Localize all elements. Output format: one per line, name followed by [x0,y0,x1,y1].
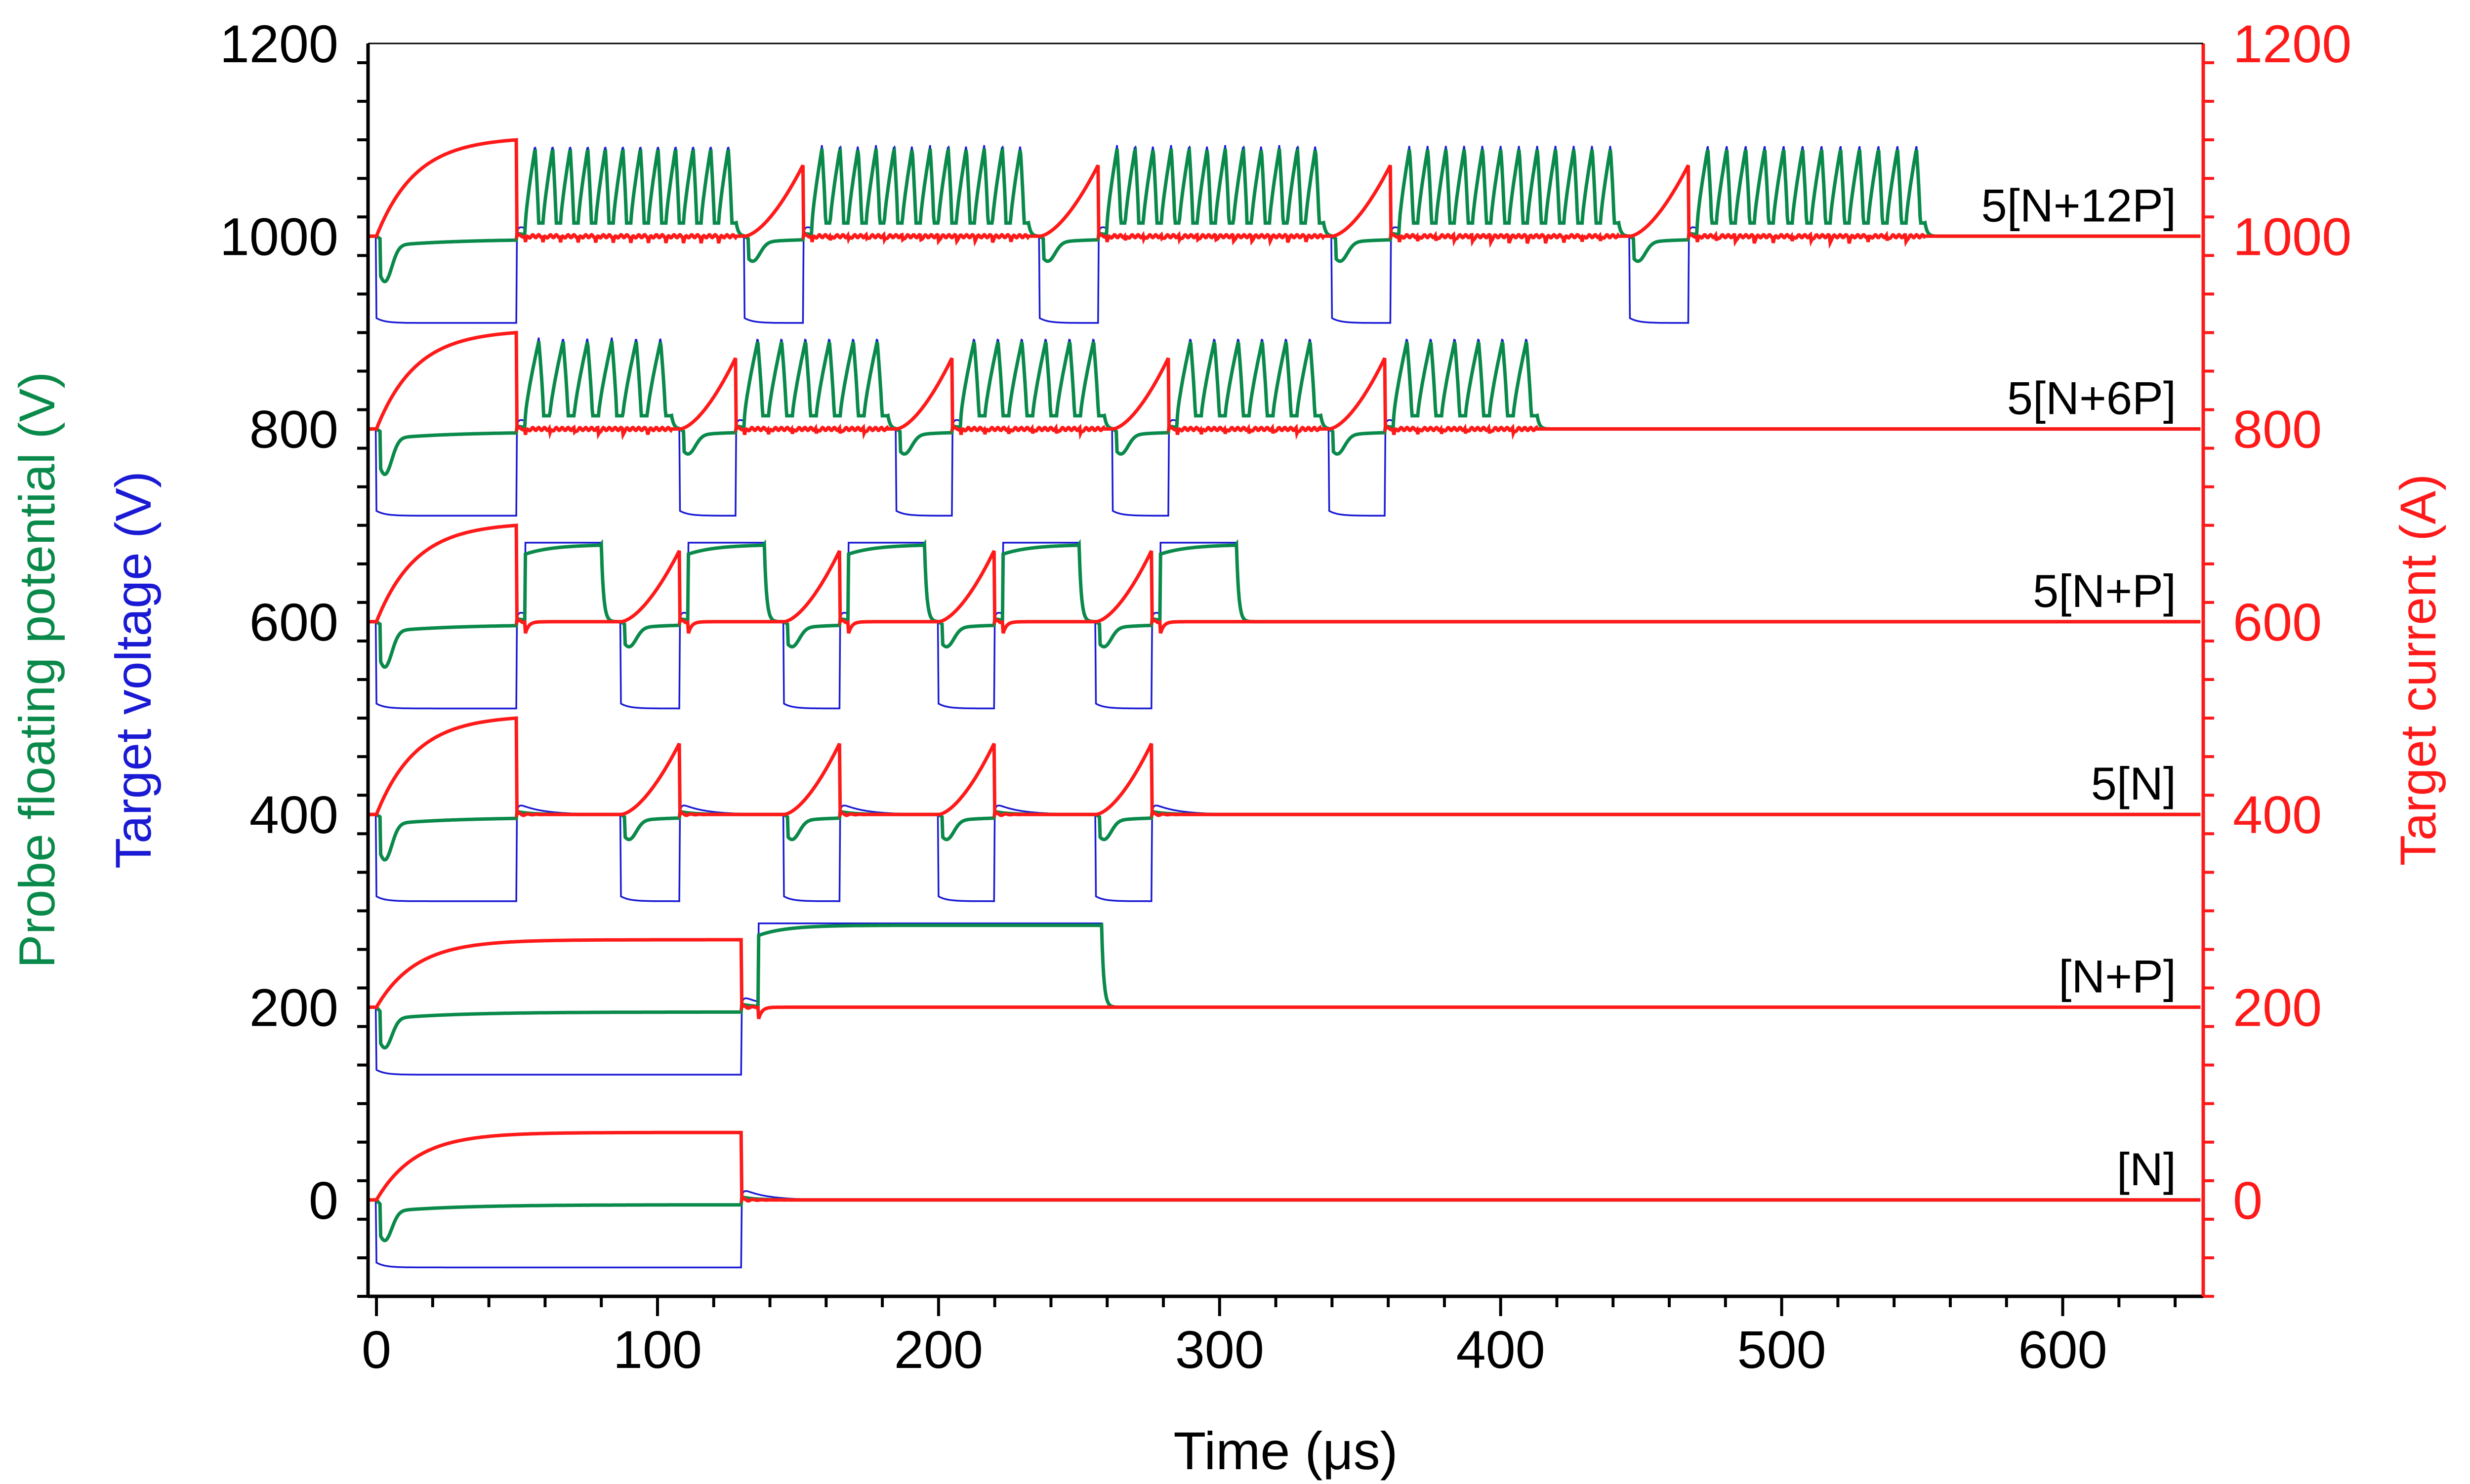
y-tick-label-right: 0 [2233,1170,2263,1230]
x-tick-label: 600 [2018,1320,2107,1379]
current-line-1 [368,938,2201,1020]
y-tick-label-right: 1000 [2233,206,2351,266]
y-tick-label-left: 400 [249,785,338,844]
current-line-4 [368,330,2201,441]
y-tick-label-left: 1000 [220,206,338,266]
y-axis-title-voltage: Target voltage (V) [105,471,162,869]
y-tick-label-right: 400 [2233,785,2322,844]
y-tick-label-right: 1200 [2233,14,2351,74]
series-label-0: [N] [2117,1143,2176,1195]
series-0 [368,1130,2201,1269]
y-tick-label-right: 800 [2233,400,2322,459]
current-line-2 [368,716,2201,819]
probe-line-4 [368,340,2201,477]
probe-line-1 [368,922,2201,1050]
probe-line-0 [368,1195,2201,1243]
series-label-4: 5[N+6P] [2007,372,2176,424]
y-tick-label-left: 200 [249,978,338,1038]
current-line-0 [368,1130,2201,1205]
current-line-5 [368,138,2201,249]
series-label-2: 5[N] [2091,758,2176,809]
series-2 [368,716,2201,902]
series-1 [368,922,2201,1076]
x-tick-label: 300 [1175,1320,1264,1379]
voltage-line-1 [368,922,2201,1076]
y-tick-label-left: 1200 [220,14,338,74]
series-5 [368,138,2201,324]
x-tick-label: 100 [613,1320,702,1379]
y-tick-label-left: 0 [309,1170,338,1230]
series-4 [368,330,2201,517]
voltage-line-2 [368,804,2201,902]
probe-line-2 [368,809,2201,862]
x-axis-title: Time (μs) [1173,1421,1398,1481]
x-tick-label: 500 [1737,1320,1826,1379]
y-tick-label-left: 600 [249,592,338,652]
y-axis-title-current: Target current (A) [2390,474,2446,866]
y-tick-label-right: 600 [2233,592,2322,652]
x-tick-label: 200 [894,1320,983,1379]
voltage-line-0 [368,1190,2201,1269]
current-line-3 [368,523,2201,634]
series-3 [368,523,2201,710]
x-tick-label: 0 [362,1320,391,1379]
labels: [N] [N+P] 5[N] 5[N+P] 5[N+6P] 5[N+12P] Time (μ… [9,179,2446,1481]
x-tick-label: 400 [1456,1320,1545,1379]
plot-lines [368,138,2201,1269]
series-label-5: 5[N+12P] [1981,179,2176,231]
series-label-3: 5[N+P] [2033,565,2176,617]
voltage-line-3 [368,542,2201,710]
axes: 0 100 200 300 400 500 600 0 0 200 200 400 400 600 600 8… [220,14,2352,1379]
y-tick-label-right: 200 [2233,978,2322,1038]
probe-line-5 [368,146,2201,283]
series-label-1: [N+P] [2058,951,2176,1003]
y-axis-title-probe: Probe floating potential (V) [9,372,65,968]
y-tick-label-left: 800 [249,400,338,459]
